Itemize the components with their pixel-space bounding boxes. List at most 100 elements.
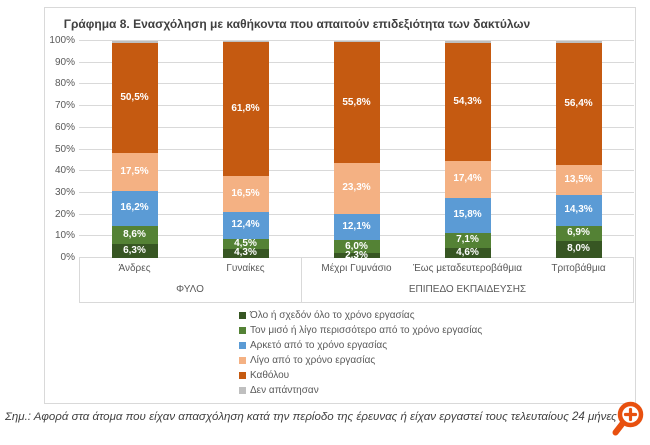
stacked-bar: 4,6% 7,1% 15,8% 17,4% 54,3% xyxy=(444,41,491,259)
chart-title: Γράφημα 8. Ενασχόληση με καθήκοντα που α… xyxy=(63,17,531,31)
stacked-bar: 2,3% 6,0% 12,1% 23,3% 55,8% xyxy=(333,41,380,261)
bar-segment: 50,5% xyxy=(111,43,158,153)
y-tick-label: 80% xyxy=(54,78,75,90)
y-tick-label: 60% xyxy=(54,121,75,133)
footnote: Σημ.: Αφορά στα άτομα που είχαν απασχόλη… xyxy=(5,411,617,423)
bar-segment xyxy=(111,41,158,43)
bar-slot: 6,3% 8,6% 16,2% 17,5% 50,5% xyxy=(79,41,190,258)
x-axis-category-label: Άνδρες xyxy=(118,263,151,274)
bar-segment-label: 17,4% xyxy=(453,173,482,185)
bar-segment: 4,6% xyxy=(444,247,491,259)
x-axis-group-separator xyxy=(79,258,80,303)
bar-segment: 13,5% xyxy=(555,165,602,195)
bar-segment-label: 55,8% xyxy=(342,96,371,108)
bar-segment: 8,0% xyxy=(555,240,602,258)
bar-segment: 14,3% xyxy=(555,194,602,226)
x-axis-category-label: Τριτοβάθμια xyxy=(551,263,606,274)
y-tick-label: 90% xyxy=(54,56,75,68)
bar-segment-label: 17,5% xyxy=(120,165,149,177)
legend-color-swatch xyxy=(239,372,246,379)
x-axis-category-label: Μέχρι Γυμνάσιο xyxy=(321,263,392,274)
x-axis-group-separator xyxy=(633,258,634,303)
bars-row: 6,3% 8,6% 16,2% 17,5% 50,5% 4,3% 4,5% 12,4% 16,5… xyxy=(79,41,634,261)
legend: Όλο ή σχεδόν όλο το χρόνο εργασίας Τον μι… xyxy=(239,308,482,398)
bar-segment-label: 56,4% xyxy=(564,98,593,110)
x-axis-group-label: ΦΥΛΟ xyxy=(176,284,204,295)
bar-segment-label: 14,3% xyxy=(564,204,593,216)
bar-segment-label: 4,3% xyxy=(234,247,257,259)
bar-segment-label: 12,4% xyxy=(231,219,260,231)
bar-segment: 16,5% xyxy=(222,176,269,213)
bar-segment-label: 23,3% xyxy=(342,182,371,194)
legend-item-label: Καθόλου xyxy=(250,370,290,381)
bar-segment-label: 13,5% xyxy=(564,174,593,186)
bar-segment-label: 12,1% xyxy=(342,220,371,232)
bar-segment: 6,9% xyxy=(555,225,602,241)
x-axis-category-label: Έως μεταδευτεροβάθμια xyxy=(412,263,523,274)
legend-item-label: Λίγο από το χρόνο εργασίας xyxy=(250,355,376,366)
bar-segment: 15,8% xyxy=(444,198,491,233)
bar-segment: 12,1% xyxy=(333,213,380,240)
bar-segment-label: 16,2% xyxy=(120,202,149,214)
stacked-bar: 6,3% 8,6% 16,2% 17,5% 50,5% xyxy=(111,41,158,258)
stacked-bar: 4,3% 4,5% 12,4% 16,5% 61,8% xyxy=(222,41,269,259)
bar-slot: 4,6% 7,1% 15,8% 17,4% 54,3% xyxy=(412,41,523,258)
legend-color-swatch xyxy=(239,312,246,319)
bar-segment-label: 54,3% xyxy=(453,95,482,107)
bar-segment: 55,8% xyxy=(333,42,380,164)
gridline xyxy=(79,40,634,41)
bar-segment-label: 8,6% xyxy=(123,229,146,241)
bar-segment: 16,2% xyxy=(111,190,158,226)
legend-color-swatch xyxy=(239,357,246,364)
y-tick-label: 100% xyxy=(49,35,75,46)
bar-segment xyxy=(333,41,380,43)
legend-item: Καθόλου xyxy=(239,368,482,383)
bar-segment-label: 6,3% xyxy=(123,245,146,257)
bar-segment-label: 16,5% xyxy=(231,188,260,200)
bar-segment-label: 6,0% xyxy=(345,240,368,252)
bar-segment-label: 4,6% xyxy=(456,247,479,259)
bar-segment: 17,5% xyxy=(111,152,158,191)
legend-item: Αρκετό από το χρόνο εργασίας xyxy=(239,338,482,353)
bar-segment: 4,5% xyxy=(222,237,269,249)
y-tick-label: 70% xyxy=(54,100,75,112)
stacked-bar: 8,0% 6,9% 14,3% 13,5% 56,4% xyxy=(555,41,602,258)
chart-figure: Γράφημα 8. Ενασχόληση με καθήκοντα που α… xyxy=(44,7,636,404)
bar-segment: 8,6% xyxy=(111,225,158,245)
x-axis-groups: ΦΥΛΟ ΕΠΙΠΕΔΟ ΕΚΠΑΙΔΕΥΣΗΣ xyxy=(79,280,634,302)
bar-segment: 54,3% xyxy=(444,42,491,161)
bar-segment-label: 8,0% xyxy=(567,243,590,255)
legend-color-swatch xyxy=(239,342,246,349)
zoom-in-icon[interactable] xyxy=(606,399,648,441)
bar-segment-label: 2,3% xyxy=(345,249,368,261)
x-axis-group-label: ΕΠΙΠΕΔΟ ΕΚΠΑΙΔΕΥΣΗΣ xyxy=(408,284,527,295)
plot-area: 6,3% 8,6% 16,2% 17,5% 50,5% 4,3% 4,5% 12,4% 16,5… xyxy=(79,40,634,261)
y-tick-label: 10% xyxy=(54,230,75,242)
bar-segment xyxy=(555,41,602,43)
bar-slot: 8,0% 6,9% 14,3% 13,5% 56,4% xyxy=(523,41,634,258)
legend-item-label: Τον μισό ή λίγο περισσότερο από το χρόνο… xyxy=(250,325,483,336)
legend-item: Δεν απάντησαν xyxy=(239,383,482,398)
x-axis-group-separator xyxy=(301,258,302,303)
legend-item: Όλο ή σχεδόν όλο το χρόνο εργασίας xyxy=(239,308,482,323)
x-axis-category-label: Γυναίκες xyxy=(226,263,265,274)
bar-segment-label: 7,1% xyxy=(456,234,479,246)
bar-segment-label: 6,9% xyxy=(567,227,590,239)
y-tick-label: 50% xyxy=(54,143,75,155)
bar-segment xyxy=(222,41,269,43)
bar-segment: 12,4% xyxy=(222,212,269,239)
bar-segment: 17,4% xyxy=(444,160,491,199)
legend-item-label: Αρκετό από το χρόνο εργασίας xyxy=(250,340,388,351)
legend-item: Τον μισό ή λίγο περισσότερο από το χρόνο… xyxy=(239,323,482,338)
y-tick-label: 30% xyxy=(54,186,75,198)
legend-item: Λίγο από το χρόνο εργασίας xyxy=(239,353,482,368)
bar-slot: 2,3% 6,0% 12,1% 23,3% 55,8% xyxy=(301,41,412,261)
bar-segment xyxy=(444,41,491,43)
bar-segment-label: 4,5% xyxy=(234,237,257,249)
bar-segment: 6,0% xyxy=(333,240,380,254)
y-tick-label: 20% xyxy=(54,208,75,220)
bar-segment: 6,3% xyxy=(111,244,158,258)
bar-segment-label: 15,8% xyxy=(453,209,482,221)
bar-segment-label: 61,8% xyxy=(231,103,260,115)
